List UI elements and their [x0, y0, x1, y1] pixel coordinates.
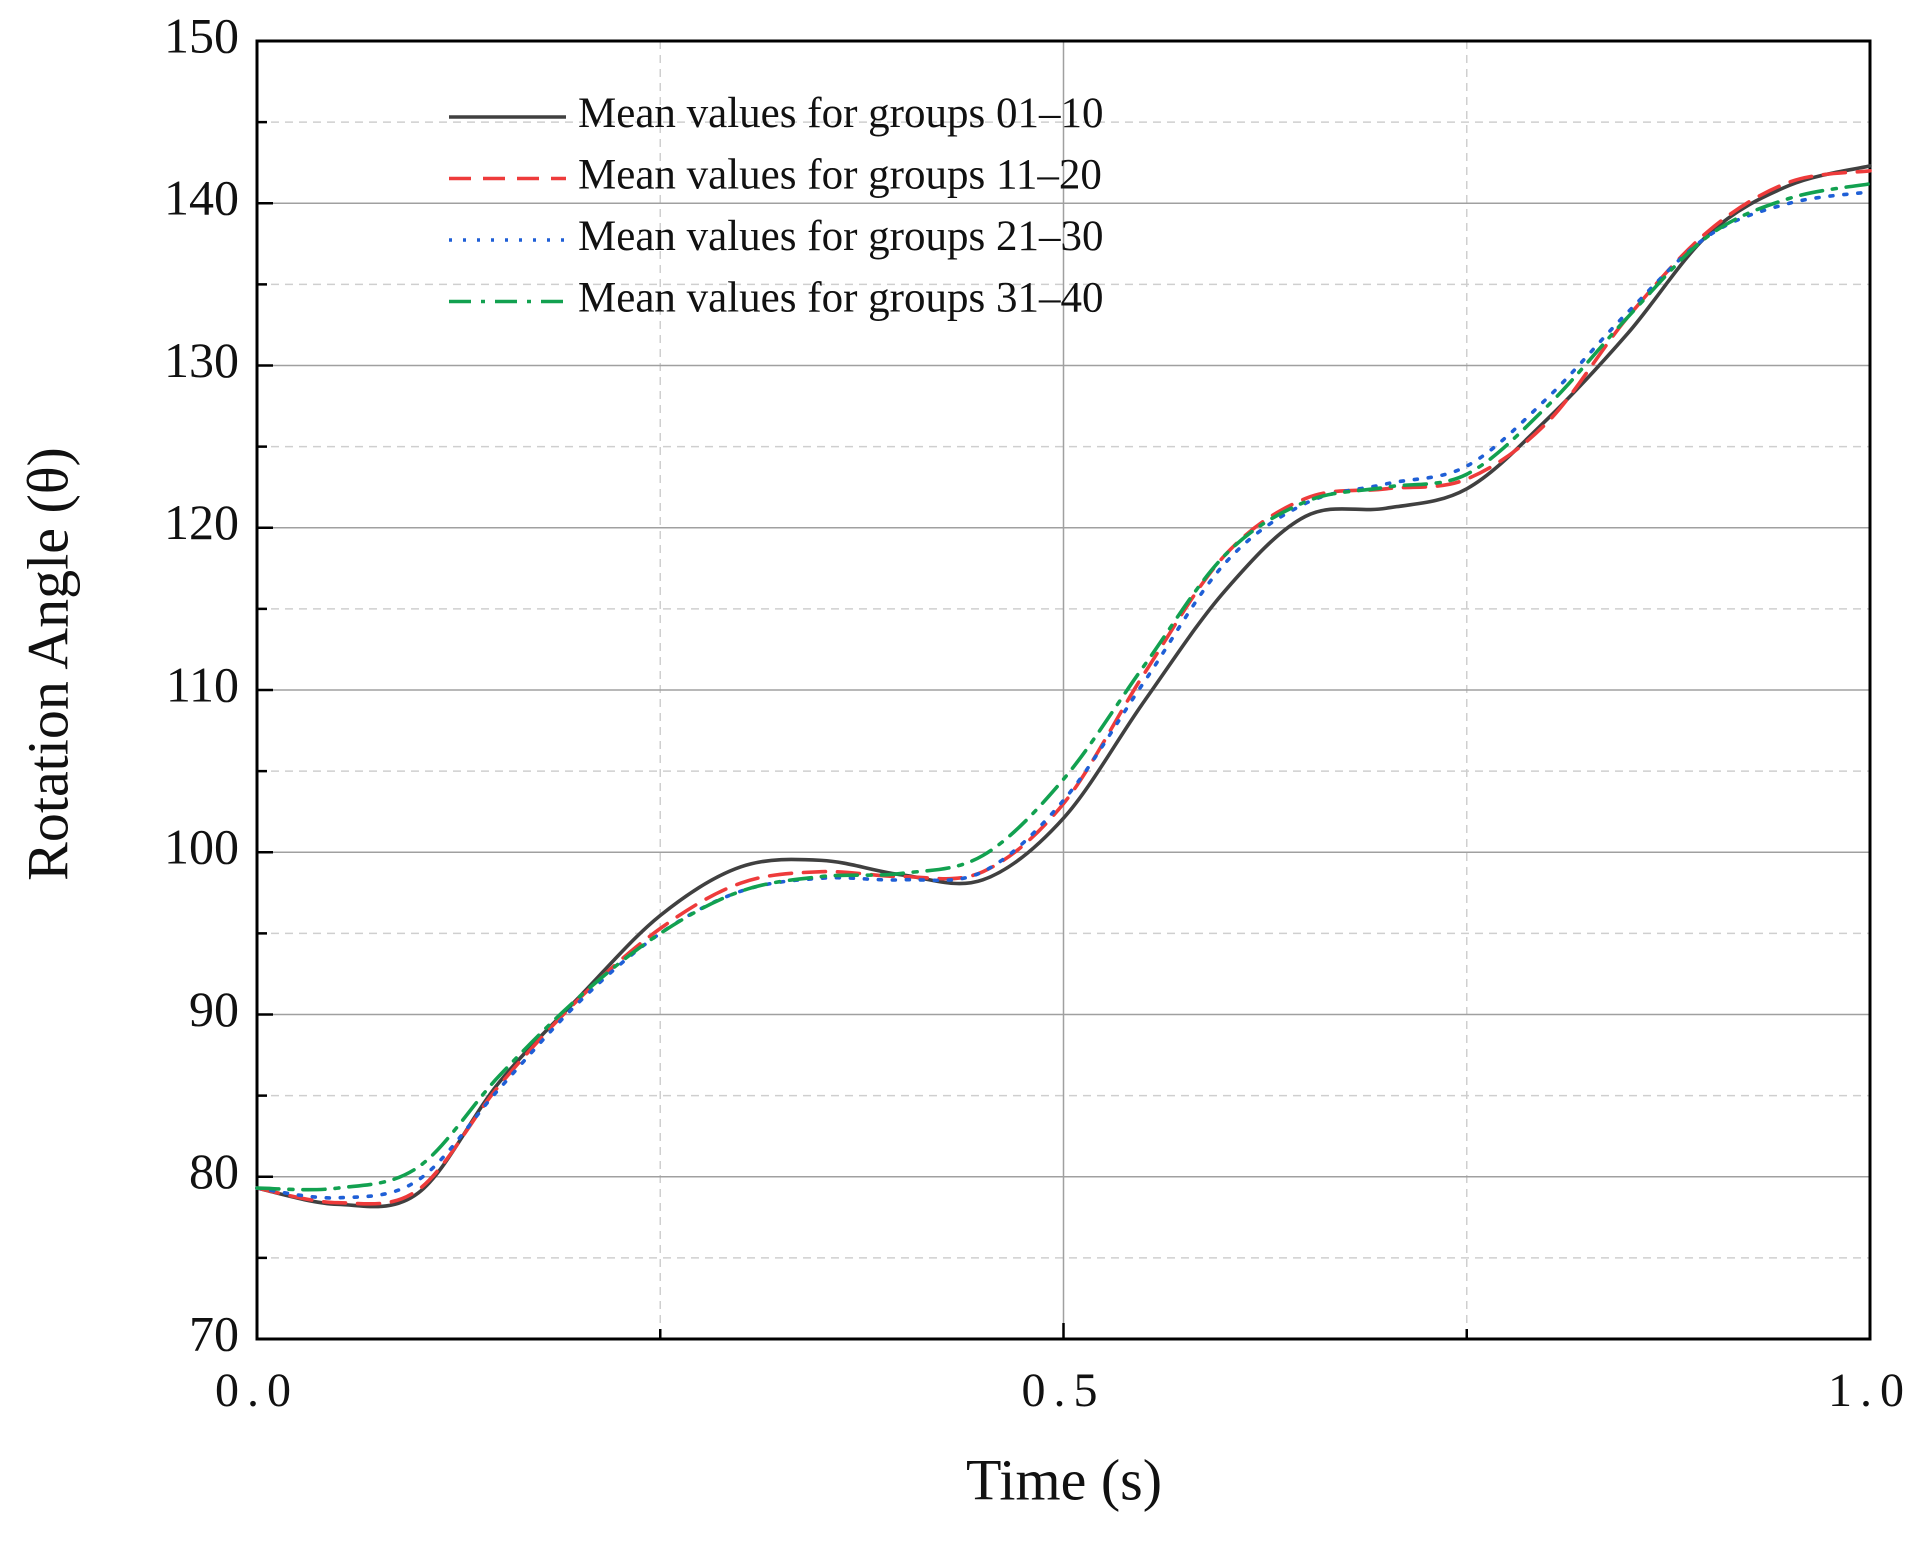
- series-line: [255, 181, 1872, 1192]
- x-tick-label: 0.5: [1022, 1364, 1106, 1417]
- y-tick-label: 150: [164, 7, 239, 63]
- legend-label: Mean values for groups 21–30: [578, 213, 1103, 260]
- legend-label: Mean values for groups 11–20: [578, 151, 1102, 198]
- series-line: [255, 164, 1872, 1209]
- plot-frame: [255, 39, 1872, 1341]
- y-tick-label: 70: [189, 1305, 239, 1361]
- series-line: [255, 169, 1872, 1206]
- y-tick-label: 120: [164, 494, 239, 550]
- y-tick-label: 140: [164, 170, 239, 226]
- y-axis-title: Rotation Angle (θ): [15, 447, 80, 881]
- x-tick-label: 1.0: [1828, 1364, 1912, 1417]
- y-tick-label: 80: [189, 1143, 239, 1199]
- legend-label: Mean values for groups 31–40: [578, 274, 1103, 321]
- y-tick-label: 100: [164, 819, 239, 875]
- y-tick-label: 90: [189, 981, 239, 1037]
- x-tick-label: 0.0: [215, 1364, 299, 1417]
- x-axis-title: Time (s): [966, 1447, 1162, 1512]
- series-line: [255, 190, 1872, 1200]
- y-tick-label: 130: [164, 332, 239, 388]
- legend-label: Mean values for groups 01–10: [578, 90, 1103, 137]
- y-tick-label: 110: [166, 656, 239, 712]
